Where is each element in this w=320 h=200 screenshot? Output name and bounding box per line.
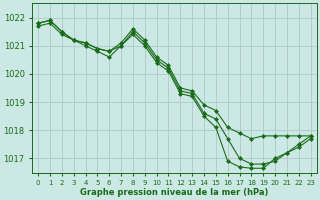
X-axis label: Graphe pression niveau de la mer (hPa): Graphe pression niveau de la mer (hPa): [80, 188, 268, 197]
